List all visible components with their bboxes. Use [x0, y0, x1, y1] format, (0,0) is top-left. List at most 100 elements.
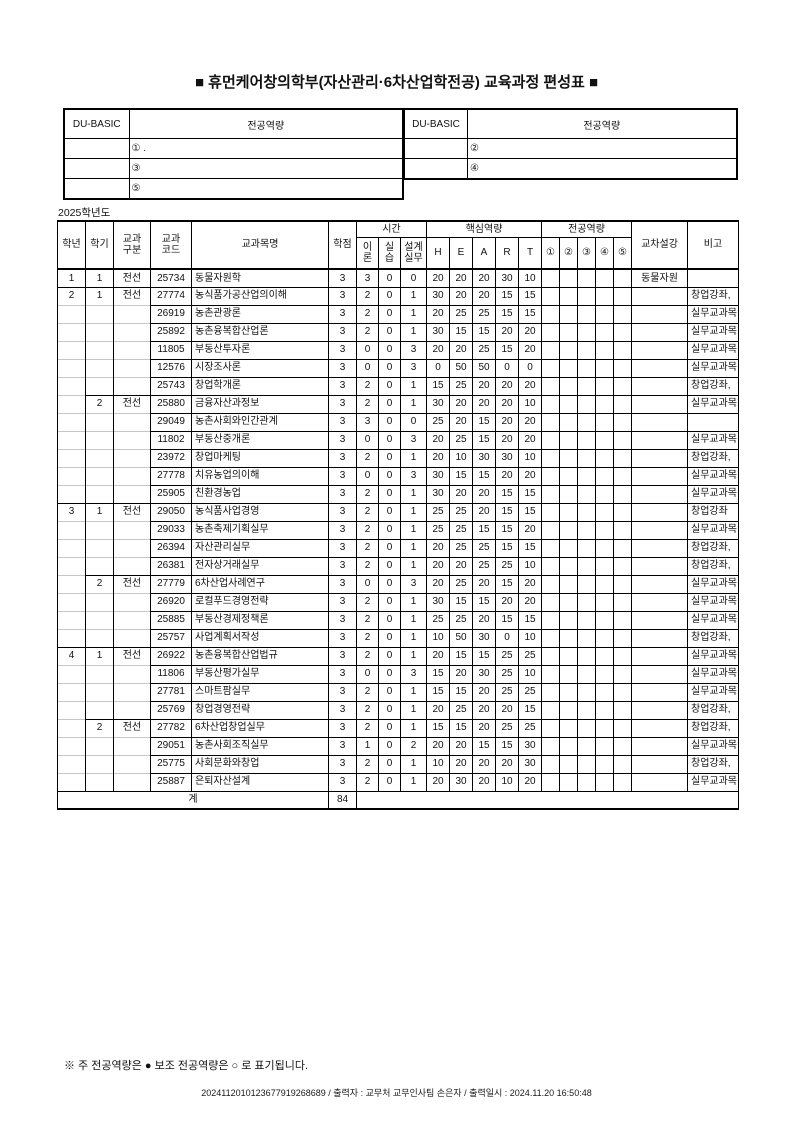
cell-cross-listing	[631, 520, 688, 539]
cell-core-t: 20	[518, 376, 542, 395]
cell-design-hours: 1	[400, 376, 427, 395]
cell-course-name: 농식품가공산업의이해	[191, 286, 329, 305]
total-credits-cell: 84	[328, 790, 357, 809]
cell-theory-hours: 2	[356, 646, 379, 665]
cell-lab-hours: 0	[378, 448, 401, 467]
academic-year-label: 2025학년도	[58, 207, 111, 219]
cell-credit: 3	[328, 268, 357, 287]
cell-major-1	[541, 322, 560, 341]
cell-course-name: 부동산평가실무	[191, 664, 329, 683]
cell-design-hours: 3	[400, 466, 427, 485]
cell-cross-listing	[631, 664, 688, 683]
cell-course-name: 농촌관광론	[191, 304, 329, 323]
cell-major-1	[541, 268, 560, 287]
cell-major-4	[595, 520, 614, 539]
cell-core-r: 30	[495, 448, 519, 467]
cell-core-h: 10	[426, 754, 450, 773]
cell-course-name: 농식품사업경영	[191, 502, 329, 521]
cell-note: 실무교과목	[687, 646, 739, 665]
cell-cross-listing	[631, 574, 688, 593]
cell-major-5	[613, 718, 632, 737]
cell-year	[57, 484, 86, 503]
cell-lab-hours: 0	[378, 772, 401, 791]
cell-core-r: 15	[495, 520, 519, 539]
cell-code: 25757	[150, 628, 192, 647]
cell-code: 11806	[150, 664, 192, 683]
cell-semester	[85, 592, 114, 611]
cell-course-name: 친환경농업	[191, 484, 329, 503]
cell-course-name: 은퇴자산설계	[191, 772, 329, 791]
cell-credit: 3	[328, 610, 357, 629]
du-basic-cell	[63, 158, 130, 179]
cell-core-r: 20	[495, 754, 519, 773]
cell-code: 26920	[150, 592, 192, 611]
cell-major-2	[559, 484, 578, 503]
cell-major-2	[559, 574, 578, 593]
cell-core-h: 30	[426, 484, 450, 503]
cell-core-r: 20	[495, 592, 519, 611]
col-header-t: T	[518, 236, 542, 269]
cell-note: 창업강좌,	[687, 700, 739, 719]
cell-core-e: 25	[449, 700, 473, 719]
col-header-a: A	[472, 236, 496, 269]
cell-core-r: 15	[495, 340, 519, 359]
cell-year	[57, 700, 86, 719]
cell-core-h: 20	[426, 448, 450, 467]
cell-major-4	[595, 484, 614, 503]
cell-cross-listing	[631, 700, 688, 719]
cell-note: 실무교과목	[687, 574, 739, 593]
cell-year	[57, 520, 86, 539]
cell-core-a: 30	[472, 448, 496, 467]
cell-lab-hours: 0	[378, 376, 401, 395]
cell-note: 창업강좌,	[687, 754, 739, 773]
table-row: 29051 농촌사회조직실무 3 1 0 2 20 20 15 15 30 실무교과목	[57, 736, 739, 755]
cell-category	[113, 664, 151, 683]
cell-major-1	[541, 646, 560, 665]
cell-lab-hours: 0	[378, 430, 401, 449]
cell-year: 1	[57, 268, 86, 287]
cell-note: 실무교과목	[687, 610, 739, 629]
cell-semester	[85, 376, 114, 395]
table-row: 25743 창업학개론 3 2 0 1 15 25 20 20 20 창업강좌,	[57, 376, 739, 395]
cell-course-name: 6차산업사례연구	[191, 574, 329, 593]
cell-code: 25892	[150, 322, 192, 341]
cell-credit: 3	[328, 322, 357, 341]
cell-theory-hours: 2	[356, 394, 379, 413]
cell-core-e: 25	[449, 502, 473, 521]
cell-core-h: 20	[426, 736, 450, 755]
cell-core-t: 15	[518, 502, 542, 521]
cell-major-5	[613, 574, 632, 593]
cell-year	[57, 358, 86, 377]
cell-category	[113, 736, 151, 755]
cell-category: 전선	[113, 502, 151, 521]
cell-cross-listing	[631, 682, 688, 701]
cell-major-2	[559, 736, 578, 755]
competency-item-4: ④	[467, 158, 737, 180]
cell-core-e: 15	[449, 646, 473, 665]
cell-core-a: 25	[472, 538, 496, 557]
cell-core-r: 15	[495, 736, 519, 755]
cell-course-name: 농촌사회조직실무	[191, 736, 329, 755]
cell-major-1	[541, 556, 560, 575]
table-row: ⑤	[63, 178, 404, 200]
cell-core-a: 20	[472, 574, 496, 593]
cell-lab-hours: 0	[378, 700, 401, 719]
cell-lab-hours: 0	[378, 268, 401, 287]
cell-lab-hours: 0	[378, 358, 401, 377]
cell-major-4	[595, 628, 614, 647]
cell-course-name: 농촌축제기획실무	[191, 520, 329, 539]
cell-theory-hours: 2	[356, 304, 379, 323]
cell-year	[57, 754, 86, 773]
cell-core-e: 20	[449, 736, 473, 755]
cell-credit: 3	[328, 700, 357, 719]
cell-core-t: 25	[518, 682, 542, 701]
total-section: 계 84	[57, 790, 739, 809]
cell-major-1	[541, 628, 560, 647]
cell-year	[57, 736, 86, 755]
table-row: 25885 부동산경제정책론 3 2 0 1 25 25 20 15 15 실무교과목	[57, 610, 739, 629]
cell-major-4	[595, 448, 614, 467]
cell-core-t: 10	[518, 394, 542, 413]
table-row: ① .	[63, 138, 404, 159]
table-row: 11805 부동산투자론 3 0 0 3 20 20 25 15 20 실무교과목	[57, 340, 739, 359]
cell-note: 실무교과목	[687, 340, 739, 359]
